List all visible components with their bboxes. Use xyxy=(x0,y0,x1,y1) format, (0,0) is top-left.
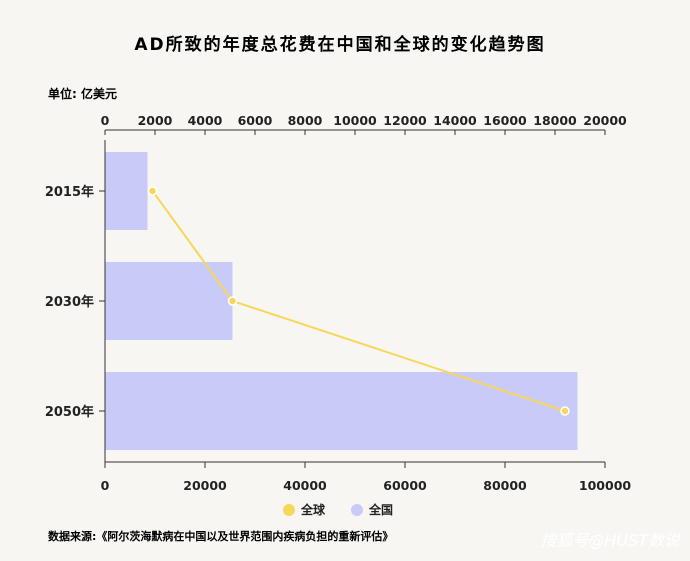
top-tick-label: 10000 xyxy=(333,113,377,128)
bottom-tick-label: 0 xyxy=(101,478,110,493)
point-global-1 xyxy=(227,296,238,306)
top-tick-label: 16000 xyxy=(483,113,527,128)
legend-label-china: 全国 xyxy=(368,502,393,517)
top-axis: 0 2000 4000 6000 8000 10000 12000 14000 16000 180… xyxy=(101,113,627,135)
point-global-0 xyxy=(147,186,158,196)
category-axis: 2015年 2030年 2050年 xyxy=(45,184,105,420)
unit-label: 单位: 亿美元 xyxy=(48,86,117,101)
top-tick-label: 12000 xyxy=(383,113,427,128)
top-tick-label: 0 xyxy=(101,113,110,128)
bottom-tick-label: 80000 xyxy=(483,478,527,493)
bottom-tick-label: 60000 xyxy=(383,478,427,493)
legend-swatch-global xyxy=(283,504,295,516)
line-series xyxy=(147,186,570,416)
source-note: 数据来源:《阿尔茨海默病在中国以及世界范围内疾病负担的重新评估》 xyxy=(48,529,393,543)
top-tick-label: 2000 xyxy=(138,113,173,128)
bottom-axis: 0 20000 40000 60000 80000 100000 xyxy=(101,462,631,493)
bar-series xyxy=(105,152,578,450)
legend-swatch-china xyxy=(351,504,363,516)
watermark: 搜狐号@HUST数说 xyxy=(540,531,681,550)
category-label: 2030年 xyxy=(45,294,94,310)
bar-china-0 xyxy=(105,152,148,230)
bar-china-1 xyxy=(105,262,233,340)
bottom-tick-label: 40000 xyxy=(283,478,327,493)
bottom-tick-label: 20000 xyxy=(183,478,227,493)
top-tick-label: 8000 xyxy=(288,113,323,128)
legend: 全球 全国 xyxy=(283,502,393,517)
category-label: 2015年 xyxy=(45,184,94,200)
top-tick-label: 20000 xyxy=(583,113,627,128)
point-global-2 xyxy=(560,406,570,416)
bottom-tick-label: 100000 xyxy=(579,478,631,493)
category-label: 2050年 xyxy=(45,404,94,420)
top-tick-label: 18000 xyxy=(533,113,577,128)
bar-china-2 xyxy=(105,372,578,450)
top-tick-label: 14000 xyxy=(433,113,477,128)
legend-label-global: 全球 xyxy=(300,502,326,517)
chart-title: AD所致的年度总花费在中国和全球的变化趋势图 xyxy=(134,34,545,55)
top-tick-label: 6000 xyxy=(238,113,273,128)
top-tick-label: 4000 xyxy=(188,113,223,128)
